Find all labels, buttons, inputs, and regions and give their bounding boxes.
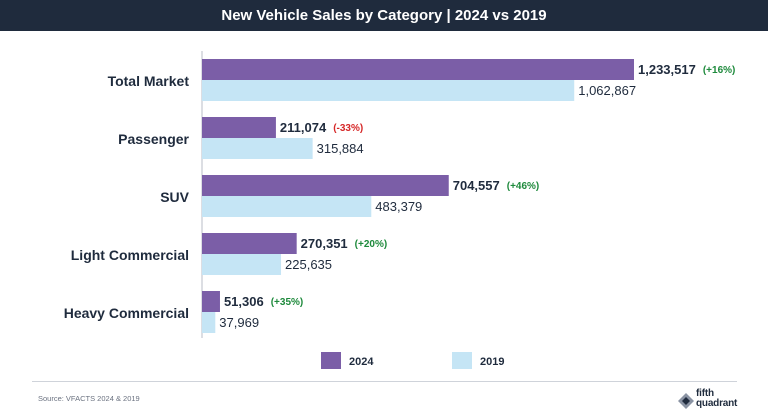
- bar-2019-light-commercial: [202, 254, 282, 275]
- data-label-2019-total-market: 1,062,867: [578, 83, 636, 98]
- change-label-passenger: (-33%): [333, 123, 363, 134]
- source-note: Source: VFACTS 2024 & 2019: [38, 394, 140, 403]
- fifth-quadrant-logo-icon: [678, 393, 694, 409]
- bar-2024-light-commercial: [202, 233, 297, 254]
- data-label-2024-light-commercial: 270,351: [301, 236, 348, 251]
- data-label-2024-suv: 704,557: [453, 178, 500, 193]
- bar-2024-suv: [202, 175, 449, 196]
- chart-title-bar: New Vehicle Sales by Category | 2024 vs …: [0, 0, 768, 31]
- footer-divider: [32, 381, 737, 382]
- change-label-suv: (+46%): [507, 181, 540, 192]
- bar-chart: Total Market 1,233,517 (+16%) 1,062,867 Pass…: [64, 51, 736, 369]
- category-label-light-commercial: Light Commercial: [71, 247, 189, 263]
- logo-text-line1: fifth: [696, 388, 714, 399]
- legend-swatch-2024: [321, 352, 341, 369]
- category-label-passenger: Passenger: [118, 131, 189, 147]
- change-label-heavy-commercial: (+35%): [271, 297, 304, 308]
- bar-2024-total-market: [202, 59, 634, 80]
- data-label-2019-heavy-commercial: 37,969: [219, 315, 259, 330]
- data-label-2024-heavy-commercial: 51,306: [224, 294, 264, 309]
- data-label-2019-light-commercial: 225,635: [285, 257, 332, 272]
- bar-2024-heavy-commercial: [202, 291, 220, 312]
- data-label-2019-suv: 483,379: [375, 199, 422, 214]
- data-label-2019-passenger: 315,884: [317, 141, 364, 156]
- logo-wordmark: fifth quadrant: [696, 389, 737, 409]
- legend-label-2024: 2024: [349, 356, 374, 368]
- data-label-2024-passenger: 211,074: [280, 120, 327, 135]
- bar-2019-total-market: [202, 80, 575, 101]
- legend-swatch-2019: [452, 352, 472, 369]
- bar-2019-suv: [202, 196, 372, 217]
- bar-2019-heavy-commercial: [202, 312, 216, 333]
- bar-2019-passenger: [202, 138, 313, 159]
- data-label-2024-total-market: 1,233,517: [638, 62, 696, 77]
- change-label-light-commercial: (+20%): [355, 239, 388, 250]
- category-label-suv: SUV: [160, 189, 189, 205]
- bar-2024-passenger: [202, 117, 276, 138]
- category-label-heavy-commercial: Heavy Commercial: [64, 305, 189, 321]
- change-label-total-market: (+16%): [703, 65, 736, 76]
- legend-label-2019: 2019: [480, 356, 504, 368]
- category-label-total-market: Total Market: [108, 73, 190, 89]
- logo-text-line2: quadrant: [696, 398, 738, 409]
- chart-title: New Vehicle Sales by Category | 2024 vs …: [221, 7, 547, 24]
